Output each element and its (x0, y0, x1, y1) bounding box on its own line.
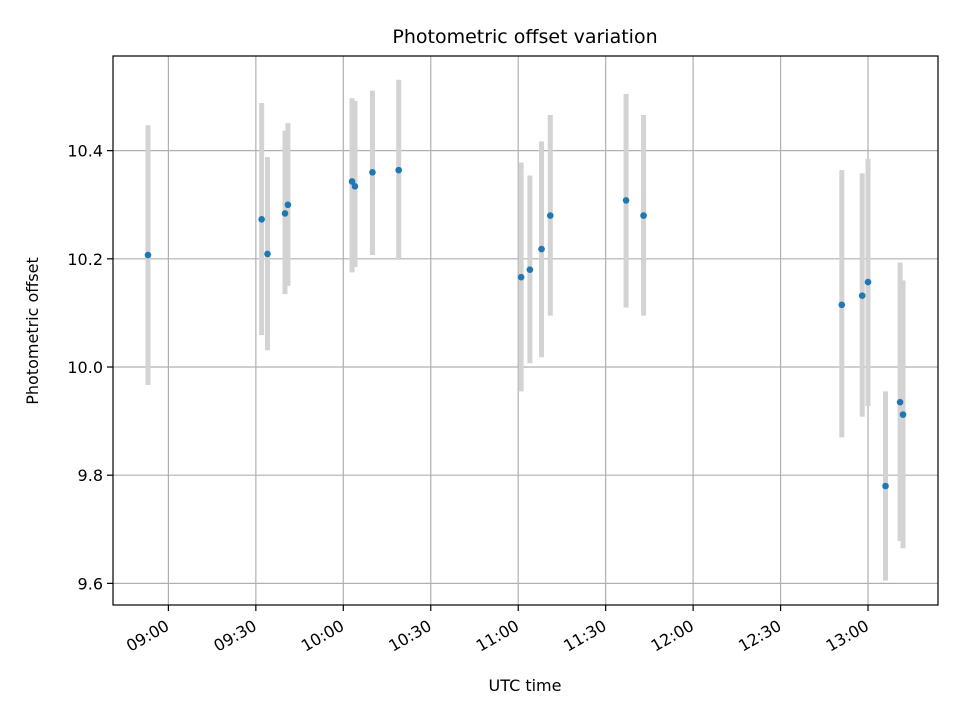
y-axis-label: Photometric offset (23, 257, 42, 405)
x-axis-label: UTC time (489, 676, 562, 695)
y-tick-label: 9.6 (78, 574, 103, 593)
data-point (546, 212, 554, 219)
data-point (526, 266, 534, 273)
data-point (858, 292, 866, 299)
y-tick-label: 9.8 (78, 466, 103, 485)
data-point (899, 411, 907, 418)
y-tick-label: 10.0 (67, 358, 103, 377)
data-point (369, 168, 376, 176)
data-point (348, 178, 356, 185)
data-point (264, 250, 271, 258)
data-point (351, 183, 359, 190)
data-point (258, 216, 265, 223)
data-point (144, 251, 152, 259)
data-point (538, 245, 545, 253)
data-point (838, 301, 846, 309)
data-point (640, 212, 647, 219)
data-point (622, 197, 630, 204)
data-point (864, 278, 872, 286)
data-point (517, 273, 525, 281)
grid (113, 56, 938, 605)
data-point (395, 166, 402, 174)
data-point (882, 482, 889, 490)
axes-frame (112, 55, 939, 606)
data-points (144, 166, 907, 490)
y-tick-label: 10.4 (67, 142, 103, 161)
data-point (896, 398, 904, 406)
chart-title: Photometric offset variation (392, 26, 657, 48)
y-tick-label: 10.2 (67, 250, 103, 269)
data-point (284, 201, 292, 209)
data-point (281, 210, 289, 217)
